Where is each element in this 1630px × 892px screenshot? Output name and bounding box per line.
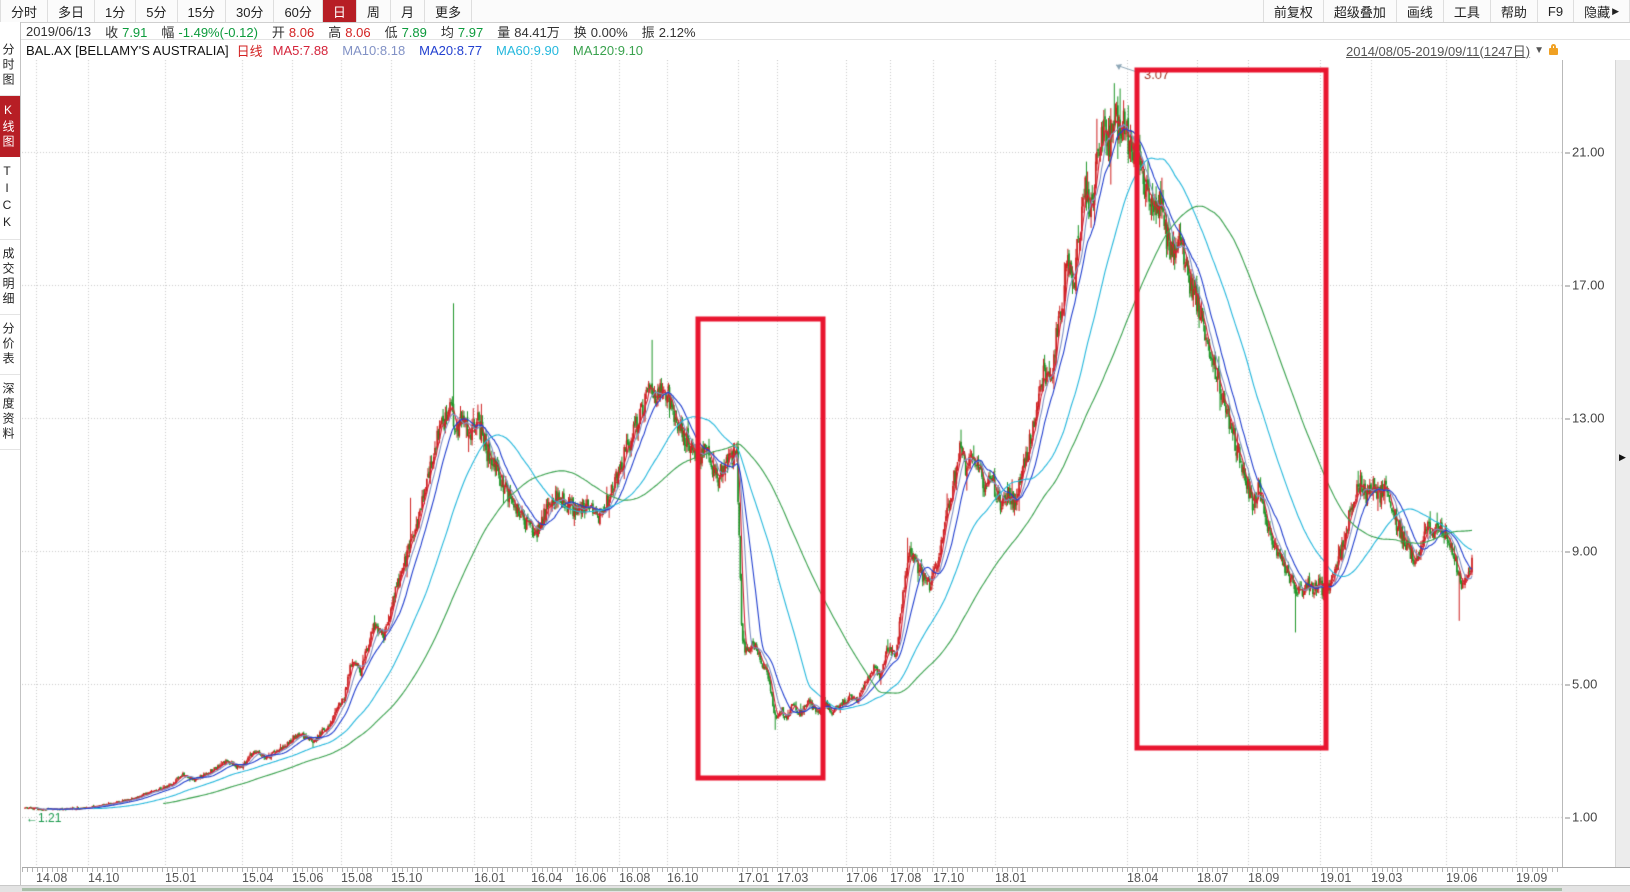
horizontal-scrollbar[interactable] — [0, 885, 1630, 892]
toolbar-action-1[interactable]: 超级叠加 — [1324, 0, 1397, 22]
quote-field-0: 收 7.91 — [105, 24, 148, 40]
ma-legend-item-3: MA60:9.90 — [496, 42, 559, 58]
period-tab-8[interactable]: 周 — [357, 0, 391, 22]
sidebar-tab-5[interactable]: 深度资料 — [0, 375, 20, 450]
left-sidebar: 分时图 K线图 TICK 成交明细 分价表 深度资料 — [0, 22, 21, 892]
period-label: 日线 — [236, 43, 263, 59]
quote-field-3: 高 8.06 — [328, 24, 371, 40]
price-axis: 21.00 17.00 13.00 9.00 5.00 1.00 — [1562, 60, 1616, 867]
quote-fields: 收 7.91 幅 -1.49%(-0.12) 开 8.06 高 8.06 低 7.89 均 7.97 量… — [105, 22, 709, 41]
period-tab-3[interactable]: 5分 — [136, 0, 178, 22]
time-axis-label-8: 16.04 — [531, 871, 563, 885]
quote-field-5: 均 7.97 — [440, 24, 484, 40]
right-collapse-strip: ▶ — [1615, 60, 1630, 867]
period-tab-5[interactable]: 30分 — [226, 0, 275, 22]
ma-legend-item-4: MA120:9.10 — [572, 42, 644, 58]
price-axis-label-2: 13.00 — [1565, 411, 1605, 426]
time-axis-label-23: 19.06 — [1446, 871, 1478, 885]
scrollbar-thumb[interactable] — [22, 888, 1562, 891]
time-axis-label-0: 14.08 — [36, 871, 68, 885]
quote-field-8: 振 2.12% — [641, 24, 696, 40]
time-axis-label-20: 18.09 — [1248, 871, 1280, 885]
sidebar-tab-3[interactable]: 成交明细 — [0, 240, 20, 315]
quote-date: 2019/06/13 — [26, 23, 92, 39]
period-tab-9[interactable]: 月 — [391, 0, 425, 22]
toolbar-actions: 前复权 超级叠加 画线 工具 帮助 F9 隐藏 ▶ — [1262, 0, 1630, 22]
period-tabs: 分时 多日 1分 5分 15分 30分 60分日周月更多 — [0, 0, 472, 22]
quote-field-2: 开 8.06 — [271, 24, 315, 40]
time-axis-label-21: 19.01 — [1320, 871, 1352, 885]
ma-legend-item-1: MA10:8.18 — [342, 42, 406, 58]
date-range-group: 2014/08/05-2019/09/11(1247日) ▼ — [1346, 41, 1560, 60]
chart-header: BAL.AX [BELLAMY'S AUSTRALIA] 日线 MA5:7.88… — [26, 41, 1560, 59]
time-axis-label-13: 17.03 — [777, 871, 809, 885]
quote-field-4: 低 7.89 — [384, 24, 427, 40]
axis-corner — [1562, 867, 1630, 886]
period-tab-2[interactable]: 1分 — [95, 0, 137, 22]
sidebar-tab-0[interactable]: 分时图 — [0, 36, 20, 96]
sidebar-tab-1[interactable]: K线图 — [0, 96, 20, 157]
time-axis-label-1: 14.10 — [88, 871, 120, 885]
price-axis-label-5: 1.00 — [1565, 810, 1597, 825]
time-axis-label-12: 17.01 — [738, 871, 770, 885]
ma-legend-item-2: MA20:8.77 — [419, 42, 483, 58]
lock-icon[interactable] — [1549, 44, 1560, 56]
price-axis-label-3: 9.00 — [1565, 544, 1597, 559]
date-range-link[interactable]: 2014/08/05-2019/09/11(1247日) — [1346, 43, 1531, 59]
toolbar-action-0[interactable]: 前复权 — [1262, 0, 1324, 22]
ma-legend-item-0: MA5:7.88 — [272, 42, 329, 58]
time-axis-label-22: 19.03 — [1371, 871, 1403, 885]
time-axis-label-5: 15.08 — [341, 871, 373, 885]
toolbar-action-6[interactable]: 隐藏 ▶ — [1574, 0, 1630, 22]
time-axis-label-17: 18.01 — [995, 871, 1027, 885]
time-axis-label-19: 18.07 — [1197, 871, 1229, 885]
period-tab-6[interactable]: 60分 — [274, 0, 323, 22]
time-axis-label-18: 18.04 — [1127, 871, 1159, 885]
toolbar-action-2[interactable]: 画线 — [1397, 0, 1444, 22]
period-tab-10[interactable]: 更多 — [425, 0, 472, 22]
price-axis-label-4: 5.00 — [1565, 677, 1597, 692]
time-axis-label-24: 19.09 — [1516, 871, 1548, 885]
quote-field-7: 换 0.00% — [573, 24, 628, 40]
top-toolbar: 分时 多日 1分 5分 15分 30分 60分日周月更多 前复权 超级叠加 画线 工具 帮助 F9 隐藏… — [0, 0, 1630, 23]
time-axis-label-16: 17.10 — [933, 871, 965, 885]
toolbar-action-3[interactable]: 工具 — [1444, 0, 1491, 22]
time-axis-label-4: 15.06 — [292, 871, 324, 885]
toolbar-action-6-arrow-icon: ▶ — [1612, 5, 1619, 16]
period-tab-0[interactable]: 分时 — [0, 0, 49, 22]
time-axis-label-7: 16.01 — [474, 871, 506, 885]
price-axis-label-1: 17.00 — [1565, 278, 1605, 293]
time-axis-label-15: 17.08 — [890, 871, 922, 885]
expand-panel-arrow-icon[interactable]: ▶ — [1619, 452, 1626, 462]
quote-field-1: 幅 -1.49%(-0.12) — [161, 24, 258, 40]
time-axis: 14.08 14.10 15.01 15.04 15.06 15.08 15.10 16.01… — [22, 867, 1562, 886]
ma-legend: MA5:7.88 MA10:8.18 MA20:8.77 MA60:9.90 MA120… — [273, 43, 657, 58]
sidebar-tab-2[interactable]: TICK — [0, 157, 20, 240]
time-axis-label-11: 16.10 — [667, 871, 699, 885]
quote-info-bar: 2019/06/13 收 7.91 幅 -1.49%(-0.12) 开 8.06 高 8.06… — [0, 23, 1630, 40]
symbol-title: BAL.AX [BELLAMY'S AUSTRALIA] — [26, 42, 229, 58]
toolbar-action-5[interactable]: F9 — [1538, 0, 1575, 22]
chevron-down-icon[interactable]: ▼ — [1534, 44, 1544, 56]
sidebar-tab-4[interactable]: 分价表 — [0, 315, 20, 375]
period-tab-4[interactable]: 15分 — [178, 0, 226, 22]
toolbar-action-4[interactable]: 帮助 — [1491, 0, 1538, 22]
time-axis-label-10: 16.08 — [619, 871, 651, 885]
price-axis-label-0: 21.00 — [1565, 145, 1605, 160]
time-axis-label-2: 15.01 — [165, 871, 197, 885]
period-tab-7[interactable]: 日 — [322, 0, 357, 22]
period-tab-1[interactable]: 多日 — [48, 0, 96, 22]
time-axis-label-3: 15.04 — [242, 871, 274, 885]
time-axis-label-9: 16.06 — [575, 871, 607, 885]
time-axis-label-6: 15.10 — [391, 871, 423, 885]
quote-field-6: 量 84.41万 — [497, 24, 560, 40]
time-axis-label-14: 17.06 — [846, 871, 878, 885]
kline-chart-canvas[interactable] — [22, 60, 1562, 867]
